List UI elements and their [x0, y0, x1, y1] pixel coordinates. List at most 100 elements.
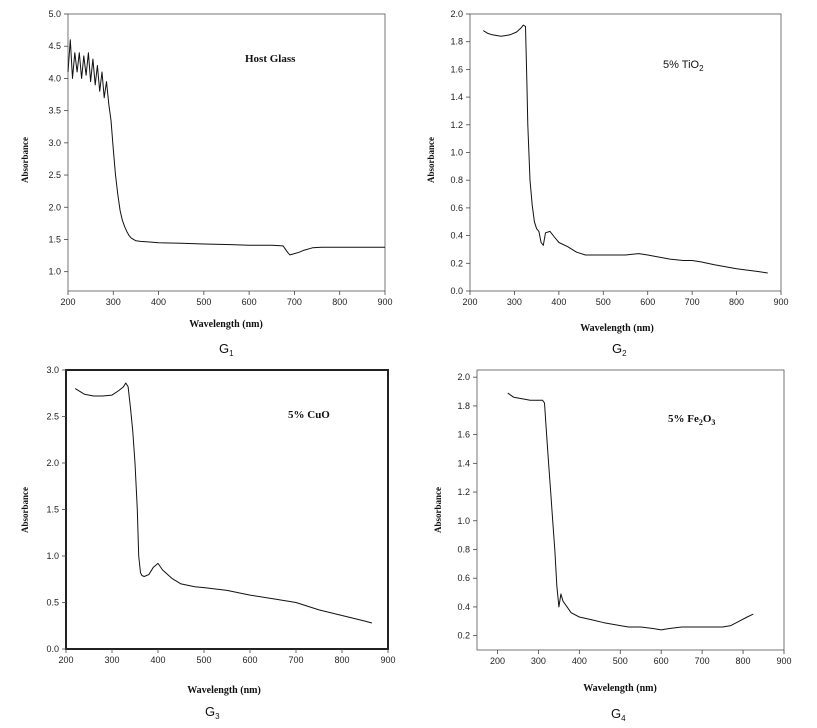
- plot-area-g2: 200 300 400 500 600 700 800 900 0.0 0.2 0.4 0.6 0.8 1…: [450, 9, 788, 307]
- x-tick-label: 800: [736, 656, 751, 666]
- x-tick-label: 500: [196, 655, 211, 665]
- y-axis-title-g4: Absorbance: [433, 487, 443, 533]
- plot-frame-g2: [469, 13, 782, 292]
- y-tick-label: 3.0: [46, 365, 59, 375]
- y-axis-title-g3: Absorbance: [20, 487, 30, 533]
- y-tick-label: 0.8: [457, 544, 470, 554]
- y-axis-title-g1: Absorbance: [20, 137, 30, 183]
- y-tick-label: 1.8: [450, 37, 463, 47]
- x-tick-label: 800: [334, 655, 349, 665]
- x-tick-label: 700: [685, 297, 700, 307]
- y-axis-title-g2: Absorbance: [426, 137, 436, 183]
- annotation-g1: Host Glass: [245, 53, 296, 65]
- y-tick-label: 1.6: [457, 430, 470, 440]
- x-tick-label: 600: [242, 297, 257, 307]
- x-tick-label: 900: [380, 655, 395, 665]
- plot-frame-g3: [65, 369, 389, 650]
- absorbance-curve-g1: [67, 39, 385, 256]
- caption-g4: G4: [611, 706, 626, 723]
- y-tick-label: 1.2: [450, 120, 463, 130]
- absorbance-curve-g2: [483, 24, 768, 274]
- y-tick-label: 1.0: [48, 267, 61, 277]
- plot-area-g3: 200 300 400 500 600 700 800 900 0.0 0.5 1.0 1.5 2.0 2…: [46, 365, 395, 665]
- x-tick-label: 500: [196, 297, 211, 307]
- y-tick-label: 2.0: [450, 9, 463, 19]
- plot-area-g4: 200 300 400 500 600 700 800 900 0.2 0.4 0.6 0.8 1.0 1…: [457, 372, 791, 666]
- panel-g2: 200 300 400 500 600 700 800 900 0.0 0.2 0.4 0.6 0.8 1…: [426, 9, 789, 358]
- y-tick-label: 0.6: [450, 203, 463, 213]
- y-tick-label: 0.0: [46, 644, 59, 654]
- y-tick-label: 0.4: [450, 231, 463, 241]
- plot-frame-g1: [67, 13, 386, 292]
- y-tick-label: 2.0: [457, 372, 470, 382]
- caption-g3: G3: [205, 704, 220, 721]
- x-axis-title-g4: Wavelength (nm): [583, 683, 657, 694]
- y-tick-label: 1.0: [46, 551, 59, 561]
- panel-g1: 200 300 400 500 600 700 800 900 1.0 1.5 2.0 2.5 3.0 3…: [20, 9, 393, 358]
- x-tick-label: 800: [332, 297, 347, 307]
- x-axis-title-g3: Wavelength (nm): [187, 685, 261, 696]
- x-tick-label: 400: [150, 655, 165, 665]
- x-tick-label: 900: [776, 656, 791, 666]
- y-tick-label: 1.0: [457, 516, 470, 526]
- plot-area-g1: 200 300 400 500 600 700 800 900 1.0 1.5 2.0 2.5 3.0 3…: [48, 9, 392, 307]
- x-tick-label: 300: [531, 656, 546, 666]
- y-tick-label: 1.5: [46, 505, 59, 515]
- x-tick-label: 400: [551, 297, 566, 307]
- y-tick-label: 2.5: [48, 170, 61, 180]
- y-tick-label: 2.0: [46, 458, 59, 468]
- x-tick-label: 900: [773, 297, 788, 307]
- x-tick-label: 700: [287, 297, 302, 307]
- annotation-g3: 5% CuO: [288, 409, 330, 421]
- y-tick-label: 1.5: [48, 234, 61, 244]
- x-tick-label: 400: [572, 656, 587, 666]
- x-tick-label: 300: [104, 655, 119, 665]
- x-tick-label: 200: [462, 297, 477, 307]
- caption-g2: G2: [612, 341, 627, 358]
- y-tick-label: 2.5: [46, 412, 59, 422]
- x-axis-title-g1: Wavelength (nm): [189, 319, 263, 330]
- caption-g1: G1: [219, 341, 234, 358]
- x-tick-label: 900: [377, 297, 392, 307]
- annotation-g4: 5% Fe2O3: [668, 413, 715, 427]
- y-tick-label: 5.0: [48, 9, 61, 19]
- absorbance-curve-g3: [74, 382, 373, 624]
- y-tick-label: 0.5: [46, 598, 59, 608]
- y-tick-label: 4.0: [48, 73, 61, 83]
- x-tick-label: 400: [151, 297, 166, 307]
- y-tick-label: 0.6: [457, 573, 470, 583]
- x-tick-label: 200: [60, 297, 75, 307]
- y-tick-label: 1.6: [450, 64, 463, 74]
- y-tick-label: 4.5: [48, 41, 61, 51]
- y-tick-label: 3.5: [48, 106, 61, 116]
- y-tick-label: 2.0: [48, 202, 61, 212]
- annotation-g2: 5% TiO2: [663, 59, 704, 73]
- x-tick-label: 600: [242, 655, 257, 665]
- x-tick-label: 700: [695, 656, 710, 666]
- x-tick-label: 300: [507, 297, 522, 307]
- y-tick-label: 1.4: [450, 92, 463, 102]
- x-tick-label: 600: [654, 656, 669, 666]
- x-tick-label: 600: [640, 297, 655, 307]
- y-tick-label: 0.4: [457, 602, 470, 612]
- x-tick-label: 800: [729, 297, 744, 307]
- y-tick-label: 0.2: [450, 258, 463, 268]
- plot-frame-g4: [476, 369, 785, 651]
- y-tick-label: 1.2: [457, 487, 470, 497]
- x-tick-label: 500: [613, 656, 628, 666]
- x-tick-label: 300: [106, 297, 121, 307]
- x-tick-label: 700: [288, 655, 303, 665]
- x-tick-label: 200: [58, 655, 73, 665]
- y-tick-label: 0.0: [450, 286, 463, 296]
- y-tick-label: 1.4: [457, 458, 470, 468]
- x-axis-title-g2: Wavelength (nm): [580, 323, 654, 334]
- panel-g4: 200 300 400 500 600 700 800 900 0.2 0.4 0.6 0.8 1.0 1…: [433, 369, 792, 723]
- x-tick-label: 200: [490, 656, 505, 666]
- panel-g3: 200 300 400 500 600 700 800 900 0.0 0.5 1.0 1.5 2.0 2…: [20, 365, 396, 721]
- y-tick-label: 3.0: [48, 138, 61, 148]
- y-tick-label: 1.0: [450, 148, 463, 158]
- y-tick-label: 1.8: [457, 401, 470, 411]
- y-tick-label: 0.8: [450, 175, 463, 185]
- absorbance-curve-g4: [507, 392, 754, 631]
